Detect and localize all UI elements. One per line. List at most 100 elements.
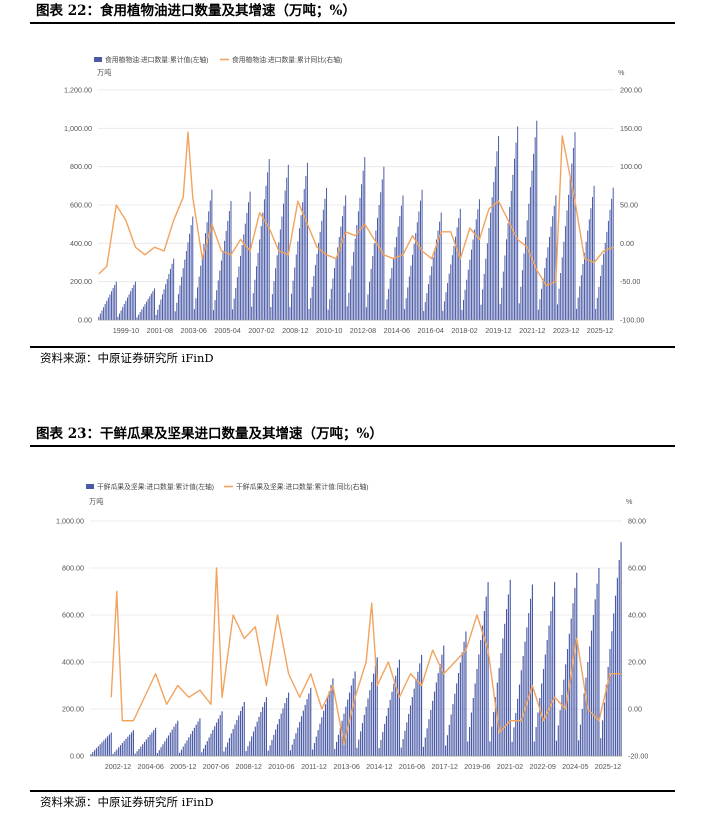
cumulative-bar [380, 192, 382, 320]
cumulative-bar [222, 250, 224, 320]
cumulative-bar [568, 633, 570, 756]
cumulative-bar [154, 288, 156, 321]
cumulative-bar [211, 189, 213, 320]
cumulative-bar [212, 729, 214, 756]
cumulative-bar [191, 730, 194, 756]
cumulative-bar [343, 713, 345, 756]
legend-bar-swatch [94, 57, 102, 62]
cumulative-bar [163, 289, 165, 320]
cumulative-bar [566, 210, 568, 320]
cumulative-bar [354, 238, 356, 320]
cumulative-bar [542, 278, 544, 320]
cumulative-bar [265, 697, 267, 756]
cumulative-bar [330, 288, 332, 320]
cumulative-bar [287, 164, 289, 320]
title-rule [30, 22, 675, 24]
cumulative-bar [458, 218, 460, 320]
cumulative-bar [273, 734, 275, 756]
cumulative-bar [243, 234, 245, 320]
cumulative-bar [119, 745, 122, 756]
cumulative-bar [440, 212, 442, 320]
cumulative-bar [421, 654, 423, 756]
cumulative-bar [238, 266, 240, 320]
cumulative-bar [345, 195, 347, 320]
cumulative-bar [326, 697, 328, 756]
cumulative-bar [173, 726, 175, 757]
cumulative-bar [217, 280, 219, 320]
cumulative-bar [563, 241, 565, 320]
cumulative-bar [399, 216, 401, 320]
cumulative-bar [490, 212, 492, 320]
cumulative-bar [136, 317, 138, 320]
cumulative-bar [291, 744, 293, 756]
cumulative-bar [351, 265, 353, 320]
figure-title: 图表 23：干鲜瓜果及坚果进口数量及其增速（万吨；%） [36, 426, 383, 442]
right-axis-tick-label: 20.00 [628, 658, 646, 667]
cumulative-bar [521, 270, 523, 320]
cumulative-bar [337, 247, 339, 320]
cumulative-bar [300, 716, 303, 756]
cumulative-bar [611, 198, 613, 320]
cumulative-bar [206, 222, 208, 320]
cumulative-bar [142, 306, 144, 320]
cumulative-bar [305, 175, 307, 320]
cumulative-bar [469, 727, 471, 756]
cumulative-bar [564, 226, 566, 320]
cumulative-bar [457, 672, 460, 756]
cumulative-bar [509, 579, 511, 756]
cumulative-bar [341, 216, 343, 320]
cumulative-bar [99, 744, 101, 756]
cumulative-bar [228, 211, 230, 320]
cumulative-bar [470, 712, 473, 756]
cumulative-bar [98, 316, 100, 320]
cumulative-bar [252, 293, 254, 320]
cumulative-bar [443, 645, 445, 756]
cumulative-bar [114, 751, 116, 756]
cumulative-bar [187, 242, 189, 321]
cumulative-bar [483, 274, 485, 320]
cumulative-bar [494, 697, 497, 756]
cumulative-bar [103, 307, 105, 320]
cumulative-bar [97, 746, 99, 756]
cumulative-bar [358, 739, 360, 756]
cumulative-bar [200, 265, 202, 320]
cumulative-bar [616, 577, 618, 756]
cumulative-bar [271, 740, 273, 756]
cumulative-bar [203, 748, 205, 756]
cumulative-bar [377, 217, 378, 320]
cumulative-bar [558, 288, 560, 320]
cumulative-bar [424, 302, 426, 320]
cumulative-bar [424, 737, 426, 756]
cumulative-bar [233, 298, 235, 320]
cumulative-bar [544, 654, 546, 756]
cumulative-bar [437, 230, 439, 320]
cumulative-bar [529, 598, 532, 756]
cumulative-bar [117, 316, 119, 320]
cumulative-bar [257, 252, 259, 320]
cumulative-bar [105, 738, 107, 757]
x-axis-tick-label: 2007-02 [248, 326, 274, 335]
cumulative-bar [453, 245, 455, 320]
cumulative-bar [232, 728, 234, 756]
cumulative-bar [208, 737, 210, 756]
cumulative-bar [106, 300, 108, 320]
cumulative-bar [324, 704, 327, 756]
cumulative-bar [569, 179, 571, 321]
cumulative-bar [447, 282, 449, 320]
chart-container: 0.00 200.00 400.00 600.00 800.00 1,000.00 -20.… [30, 447, 675, 790]
cumulative-bar [498, 667, 500, 757]
cumulative-bar [267, 172, 269, 320]
cumulative-bar [209, 200, 211, 320]
cumulative-bar [118, 747, 120, 756]
cumulative-bar [310, 297, 312, 320]
legend-line-label: 食用植物油:进口数量:累计同比(右轴) [232, 55, 342, 64]
cumulative-bar [411, 697, 413, 756]
cumulative-bar [378, 747, 380, 756]
cumulative-bar [603, 702, 606, 756]
cumulative-bar [104, 304, 106, 320]
cumulative-bar [106, 736, 109, 756]
cumulative-bar [439, 663, 441, 756]
cumulative-bar [166, 279, 168, 320]
cumulative-bar [448, 273, 450, 320]
cumulative-bar [405, 298, 407, 320]
